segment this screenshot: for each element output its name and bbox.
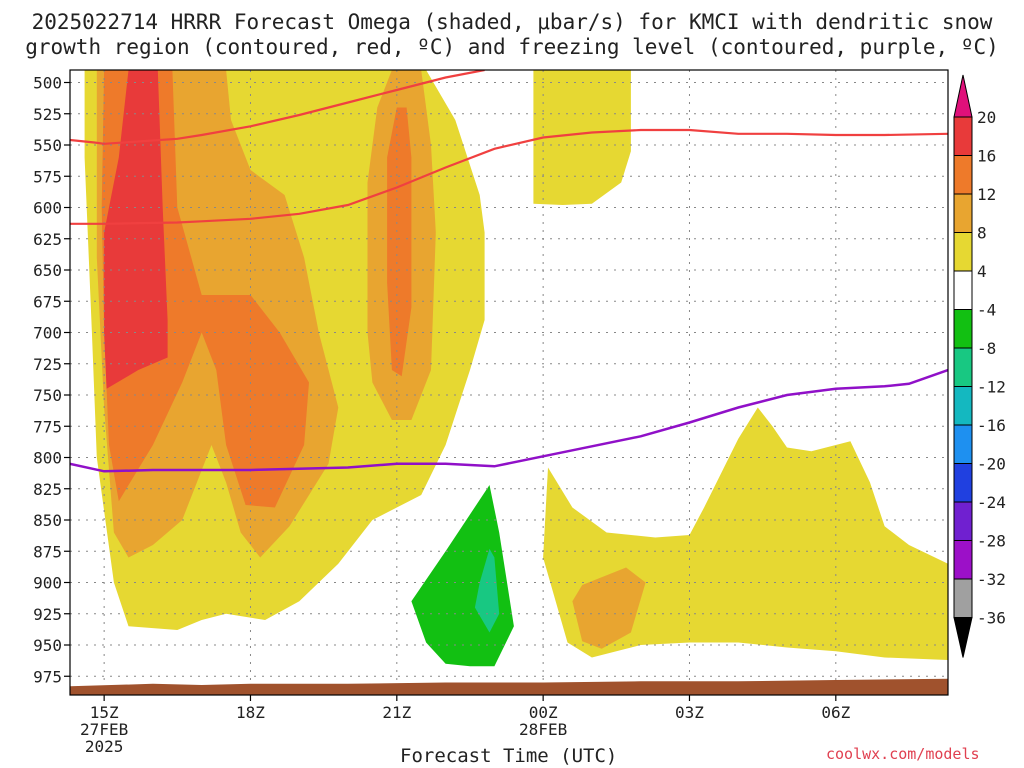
y-tick-label: 875 (33, 542, 62, 561)
omega-region-yellow-right (543, 407, 948, 660)
colorbar-label: 20 (977, 108, 996, 127)
x-tick-label: 03Z (675, 703, 704, 722)
terrain-fill (70, 678, 948, 695)
omega-region-green-blob (411, 485, 514, 667)
colorbar-segment (953, 309, 973, 349)
y-tick-label: 675 (33, 292, 62, 311)
plot-area (70, 70, 948, 695)
colorbar-segment (953, 270, 973, 310)
y-tick-label: 525 (33, 105, 62, 124)
colorbar-label: 16 (977, 147, 996, 166)
colorbar-segment (953, 463, 973, 503)
red-contour-dgz-bottom (70, 128, 948, 225)
y-tick-label: 600 (33, 199, 62, 218)
omega-region-red-core (104, 70, 168, 389)
x-tick-label: 15Z (90, 703, 119, 722)
y-tick-label: 725 (33, 355, 62, 374)
y-tick-label: 900 (33, 574, 62, 593)
omega-shading (84, 70, 948, 667)
colorbar-segment (953, 347, 973, 387)
y-tick-label: 775 (33, 417, 62, 436)
x-tick-label: 27FEB (80, 720, 128, 739)
x-tick-label: 00Z (529, 703, 558, 722)
colorbar-bottom-arrow (953, 617, 973, 658)
colorbar-label: -16 (977, 416, 1006, 435)
y-tick-label: 750 (33, 386, 62, 405)
colorbar-segment (953, 501, 973, 541)
y-axis: 500 525 550 575 600 625 650 675 700 725 750 775 800 8… (33, 74, 70, 686)
colorbar-segment (953, 116, 973, 156)
x-tick-label: 21Z (382, 703, 411, 722)
y-tick-label: 500 (33, 74, 62, 93)
y-tick-label: 925 (33, 605, 62, 624)
terrain (70, 678, 948, 695)
plot-frame (69, 69, 949, 696)
y-tick-label: 950 (33, 636, 62, 655)
y-tick-label: 550 (33, 136, 62, 155)
colorbar-segment (953, 155, 973, 195)
colorbar-top-arrow (953, 74, 973, 118)
colorbar-segment (953, 578, 973, 618)
chart-title-line-1: 2025022714 HRRR Forecast Omega (shaded, … (31, 10, 993, 34)
y-tick-label: 700 (33, 324, 62, 343)
y-tick-label: 850 (33, 511, 62, 530)
x-tick-label: 28FEB (519, 720, 567, 739)
y-tick-label: 975 (33, 667, 62, 686)
omega-region-teal-blob (474, 548, 500, 633)
colorbar: 20 16 12 8 4 -4 -8 -12 -16 -20 -24 -28 -32 -36 (953, 74, 1006, 658)
colorbar-label: -4 (977, 301, 996, 320)
colorbar-label: -12 (977, 378, 1006, 397)
y-tick-label: 800 (33, 449, 62, 468)
y-tick-label: 825 (33, 480, 62, 499)
x-axis-title: Forecast Time (UTC) (400, 745, 618, 767)
contour-lines (70, 70, 948, 473)
colorbar-label: 4 (977, 262, 987, 281)
omega-region-yellow-upper-right (533, 70, 631, 205)
colorbar-segment (953, 232, 973, 272)
colorbar-label: -20 (977, 455, 1006, 474)
x-tick-label: 06Z (821, 703, 850, 722)
colorbar-label: -24 (977, 493, 1006, 512)
colorbar-segment (953, 424, 973, 464)
colorbar-label: -36 (977, 609, 1006, 628)
colorbar-label: -32 (977, 570, 1006, 589)
gridlines (70, 70, 948, 695)
y-tick-label: 575 (33, 167, 62, 186)
omega-region-orange-mid (387, 107, 412, 377)
y-tick-label: 650 (33, 261, 62, 280)
colorbar-label: 12 (977, 185, 996, 204)
colorbar-label: 8 (977, 224, 987, 243)
x-tick-label: 2025 (85, 737, 124, 756)
y-tick-label: 625 (33, 230, 62, 249)
chart-title-line-2: growth region (contoured, red, ºC) and f… (25, 35, 999, 59)
colorbar-label: -8 (977, 339, 996, 358)
colorbar-label: -28 (977, 532, 1006, 551)
omega-region-lightorange-lower (572, 567, 646, 649)
colorbar-segment (953, 193, 973, 233)
credit-text: coolwx.com/models (826, 745, 980, 763)
x-tick-label: 18Z (236, 703, 265, 722)
colorbar-segment (953, 540, 973, 580)
colorbar-segment (953, 386, 973, 426)
freezing-level-line (70, 368, 948, 473)
red-contour-dgz-top (70, 70, 485, 145)
